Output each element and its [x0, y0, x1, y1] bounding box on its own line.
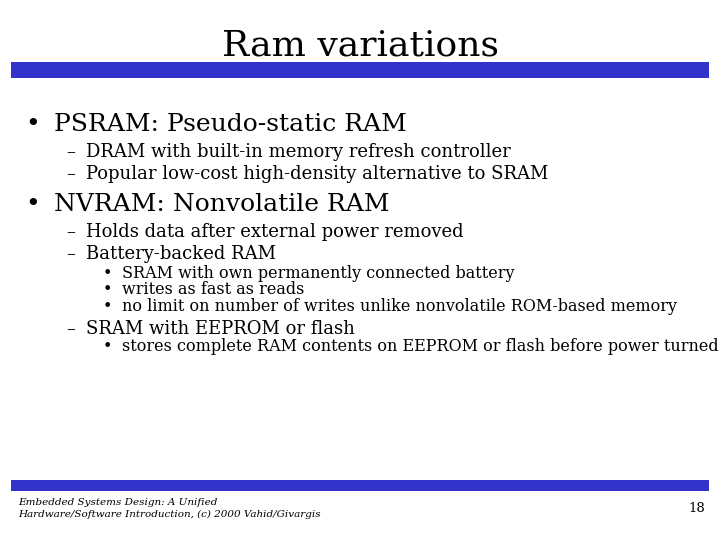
- Text: Ram variations: Ram variations: [222, 29, 498, 63]
- Text: Embedded Systems Design: A Unified
Hardware/Software Introduction, (c) 2000 Vahi: Embedded Systems Design: A Unified Hardw…: [18, 498, 320, 519]
- Text: •: •: [25, 113, 40, 136]
- Text: •: •: [102, 338, 112, 355]
- Text: no limit on number of writes unlike nonvolatile ROM-based memory: no limit on number of writes unlike nonv…: [122, 298, 678, 315]
- Text: Holds data after external power removed: Holds data after external power removed: [86, 223, 464, 241]
- Text: DRAM with built-in memory refresh controller: DRAM with built-in memory refresh contro…: [86, 143, 511, 161]
- Text: –: –: [67, 165, 76, 183]
- Text: –: –: [67, 143, 76, 161]
- Text: •: •: [102, 298, 112, 315]
- Text: PSRAM: Pseudo-static RAM: PSRAM: Pseudo-static RAM: [54, 113, 407, 136]
- Text: Popular low-cost high-density alternative to SRAM: Popular low-cost high-density alternativ…: [86, 165, 549, 183]
- Text: SRAM with EEPROM or flash: SRAM with EEPROM or flash: [86, 320, 355, 339]
- Text: •: •: [102, 265, 112, 282]
- Text: –: –: [67, 223, 76, 241]
- Text: NVRAM: Nonvolatile RAM: NVRAM: Nonvolatile RAM: [54, 193, 390, 215]
- Text: writes as fast as reads: writes as fast as reads: [122, 281, 305, 299]
- Text: Battery-backed RAM: Battery-backed RAM: [86, 245, 276, 263]
- Text: •: •: [102, 281, 112, 299]
- Bar: [11, 62, 709, 78]
- Text: SRAM with own permanently connected battery: SRAM with own permanently connected batt…: [122, 265, 515, 282]
- Text: –: –: [67, 245, 76, 263]
- Bar: [11, 480, 709, 491]
- Text: •: •: [25, 193, 40, 215]
- Text: stores complete RAM contents on EEPROM or flash before power turned off: stores complete RAM contents on EEPROM o…: [122, 338, 720, 355]
- Text: 18: 18: [689, 502, 706, 515]
- Text: –: –: [67, 320, 76, 339]
